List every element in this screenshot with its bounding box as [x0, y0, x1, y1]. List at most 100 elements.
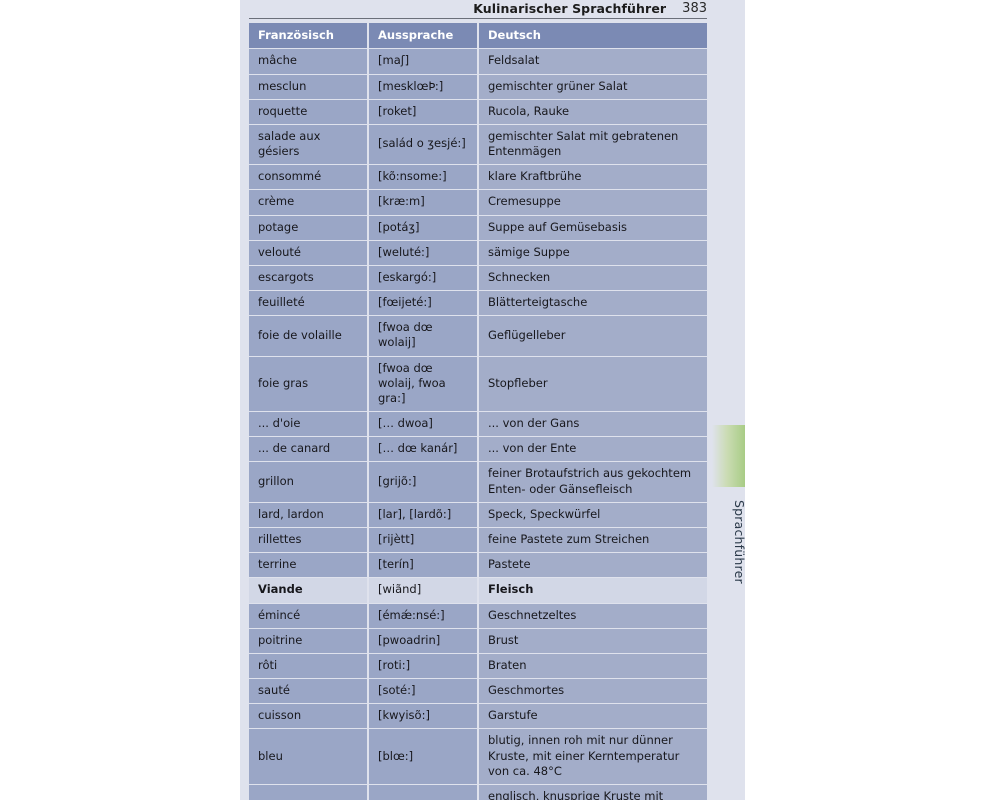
- cell-french: terrine: [249, 552, 369, 579]
- cell-french: sauté: [249, 678, 369, 705]
- cell-pronunciation: [kõ:nsome:]: [368, 164, 479, 191]
- running-head-title: Kulinarischer Sprachführer: [473, 1, 667, 16]
- column-header-pronunciation: Aussprache: [368, 23, 479, 50]
- cell-french: escargots: [249, 265, 369, 292]
- cell-german: Cremesuppe: [478, 189, 707, 216]
- cell-german: klare Kraftbrühe: [478, 164, 707, 191]
- column-header-german: Deutsch: [478, 23, 707, 50]
- running-head: Kulinarischer Sprachführer 383: [249, 1, 707, 17]
- cell-german: ... von der Gans: [478, 411, 707, 438]
- cell-german: Brust: [478, 628, 707, 654]
- cell-pronunciation: [… dœ kanár]: [368, 436, 479, 463]
- side-running-title: Sprachführer: [732, 500, 747, 584]
- table-row: mâche [maʃ] Feldsalat: [249, 48, 707, 75]
- cell-pronunciation: [fœijeté:]: [368, 290, 479, 317]
- cell-pronunciation: [blœ:]: [368, 728, 479, 785]
- cell-pronunciation: [grijõ:]: [368, 461, 479, 503]
- table-row: cuisson [kwyisõ:] Garstufe: [249, 703, 707, 730]
- table-row: grillon [grijõ:] feiner Brotaufstrich aus …: [249, 461, 707, 503]
- cell-french: ... de canard: [249, 436, 369, 463]
- cell-french: lard, lardon: [249, 502, 369, 528]
- cell-french: rillettes: [249, 527, 369, 554]
- table-row: lard, lardon [lar], [lardõ:] Speck, Speckw…: [249, 502, 707, 528]
- cell-pronunciation: [roti:]: [368, 653, 479, 680]
- table-body: mâche [maʃ] Feldsalat mesclun [mesklœÞ:] gemi…: [249, 48, 707, 800]
- table-row: sauté [soté:] Geschmortes: [249, 678, 707, 705]
- cell-french: Viande: [249, 577, 369, 604]
- cell-pronunciation: [potáʒ]: [368, 215, 479, 241]
- cell-german: blutig, innen roh mit nur dünner Kruste,…: [478, 728, 707, 785]
- cell-german: Rucola, Rauke: [478, 99, 707, 125]
- cell-french: foie gras: [249, 356, 369, 413]
- cell-pronunciation: [salád o ʒesjé:]: [368, 124, 479, 166]
- table-row: roquette [roket] Rucola, Rauke: [249, 99, 707, 125]
- cell-french: roquette: [249, 99, 369, 125]
- table-row: bleu [blœ:] blutig, innen roh mit nur dünn…: [249, 728, 707, 785]
- cell-pronunciation: [weluté:]: [368, 240, 479, 266]
- cell-german: Blätterteigtasche: [478, 290, 707, 317]
- cell-french: mesclun: [249, 74, 369, 100]
- cell-pronunciation: [… dwoa]: [368, 411, 479, 438]
- vocabulary-table: Französisch Aussprache Deutsch mâche [maʃ…: [249, 23, 707, 800]
- table-row: rillettes [rijètt] feine Pastete zum Strei…: [249, 527, 707, 554]
- cell-german: Schnecken: [478, 265, 707, 292]
- cell-german: Feldsalat: [478, 48, 707, 75]
- table-row: émincé [émǽ:nsé:] Geschnetzeltes: [249, 603, 707, 629]
- table-header-row: Französisch Aussprache Deutsch: [249, 23, 707, 50]
- cell-pronunciation: [eskargó:]: [368, 265, 479, 292]
- table-row: mesclun [mesklœÞ:] gemischter grüner Salat: [249, 74, 707, 100]
- header-rule: [249, 18, 707, 19]
- cell-french: feuilleté: [249, 290, 369, 317]
- cell-pronunciation: [mesklœÞ:]: [368, 74, 479, 100]
- cell-german: sämige Suppe: [478, 240, 707, 266]
- cell-german: Geschnetzeltes: [478, 603, 707, 629]
- table-row: salade aux gésiers [salád o ʒesjé:] gemisc…: [249, 124, 707, 166]
- table-row: foie gras [fwoa dœ wolaij, fwoa gra:] Stop…: [249, 356, 707, 413]
- cell-pronunciation: [maʃ]: [368, 48, 479, 75]
- table-row: Viande [wiãnd] Fleisch: [249, 577, 707, 604]
- page-number: 383: [682, 1, 707, 16]
- table-row: poitrine [pwoadrin] Brust: [249, 628, 707, 654]
- table-row: ... d'oie [… dwoa]... von der Gans: [249, 411, 707, 438]
- cell-french: mâche: [249, 48, 369, 75]
- cell-german: Braten: [478, 653, 707, 680]
- cell-german: Pastete: [478, 552, 707, 579]
- table-row: terrine [terín] Pastete: [249, 552, 707, 579]
- cell-pronunciation: [fwoa dœ wolaij]: [368, 315, 479, 357]
- table-row: potage [potáʒ] Suppe auf Gemüsebasis: [249, 215, 707, 241]
- cell-pronunciation: [roket]: [368, 99, 479, 125]
- cell-french: foie de volaille: [249, 315, 369, 357]
- cell-french: velouté: [249, 240, 369, 266]
- cell-german: ... von der Ente: [478, 436, 707, 463]
- cell-french: salade aux gésiers: [249, 124, 369, 166]
- column-header-french: Französisch: [249, 23, 369, 50]
- table-row: rôti [roti:] Braten: [249, 653, 707, 680]
- cell-pronunciation: [émǽ:nsé:]: [368, 603, 479, 629]
- cell-german: Speck, Speckwürfel: [478, 502, 707, 528]
- cell-german: Stopfleber: [478, 356, 707, 413]
- cell-pronunciation: [sǽ:njõ:]: [368, 784, 479, 800]
- table-row: escargots [eskargó:] Schnecken: [249, 265, 707, 292]
- cell-german: gemischter Salat mit gebratenen Entenmäg…: [478, 124, 707, 166]
- cell-french: saignant: [249, 784, 369, 800]
- cell-french: crème: [249, 189, 369, 216]
- cell-pronunciation: [lar], [lardõ:]: [368, 502, 479, 528]
- table-row: velouté [weluté:] sämige Suppe: [249, 240, 707, 266]
- cell-pronunciation: [pwoadrin]: [368, 628, 479, 654]
- cell-pronunciation: [soté:]: [368, 678, 479, 705]
- cell-french: émincé: [249, 603, 369, 629]
- cell-german: Geschmortes: [478, 678, 707, 705]
- cell-pronunciation: [rijètt]: [368, 527, 479, 554]
- cell-pronunciation: [kwyisõ:]: [368, 703, 479, 730]
- table-row: saignant[sǽ:njõ:]englisch, knusprige Kru…: [249, 784, 707, 800]
- cell-pronunciation: [kræ:m]: [368, 189, 479, 216]
- cell-french: ... d'oie: [249, 411, 369, 438]
- table-row: crème [kræ:m] Cremesuppe: [249, 189, 707, 216]
- cell-german: Fleisch: [478, 577, 707, 604]
- table-row: ... de canard [… dœ kanár]... von der Ent…: [249, 436, 707, 463]
- cell-french: poitrine: [249, 628, 369, 654]
- cell-german: gemischter grüner Salat: [478, 74, 707, 100]
- cell-german: englisch, knusprige Kruste mit blutigem …: [478, 784, 707, 800]
- cell-french: cuisson: [249, 703, 369, 730]
- cell-french: bleu: [249, 728, 369, 785]
